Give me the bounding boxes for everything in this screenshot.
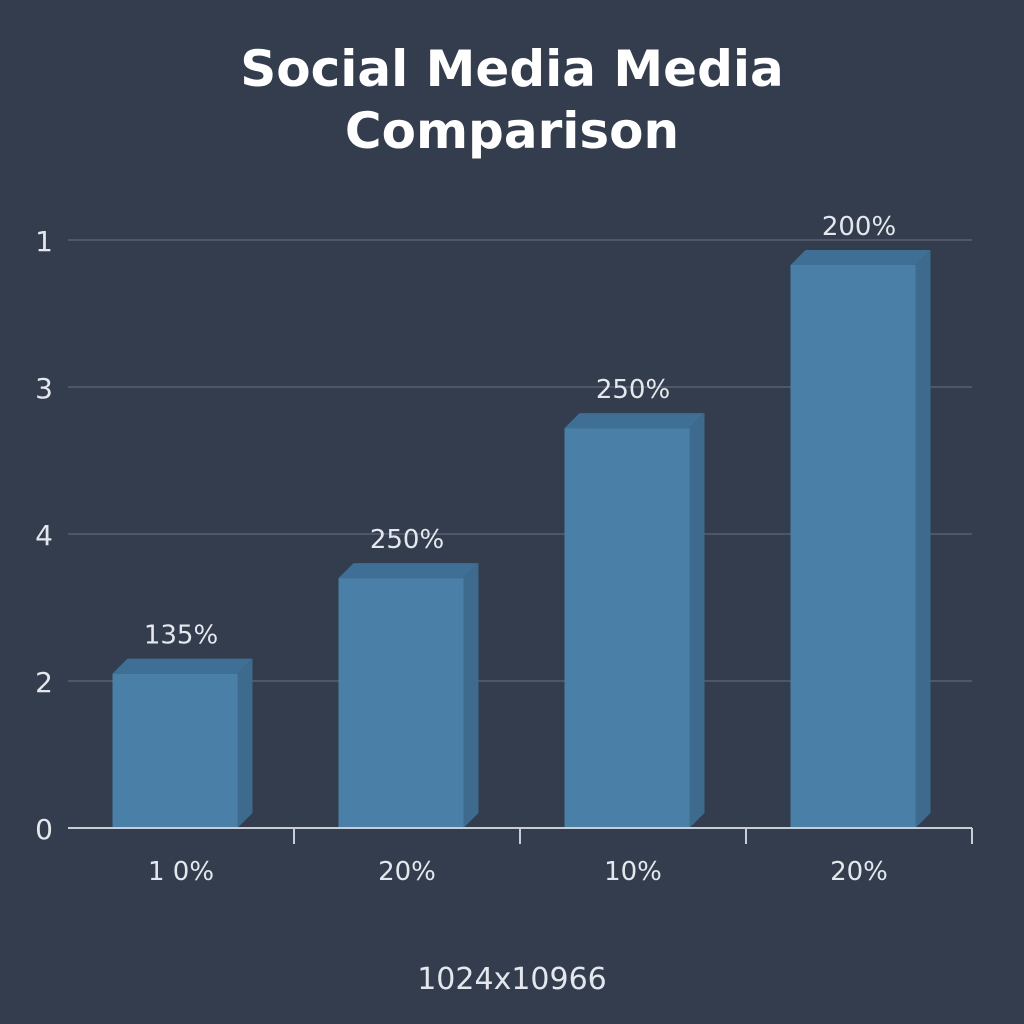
- footer-caption: 1024x10966: [417, 962, 607, 997]
- bar-top: [790, 249, 931, 265]
- bar: [338, 563, 479, 828]
- labels: 0 2 4 3 1 135% 1 0% 250% 20% 250% 10% 200% 20%: [35, 212, 896, 887]
- bar-front: [564, 428, 690, 828]
- data-label: 250%: [370, 525, 444, 555]
- x-tick-label: 1 0%: [148, 857, 214, 887]
- bar-top: [564, 413, 705, 429]
- bar-side: [915, 249, 931, 829]
- y-tick-label: 0: [35, 813, 53, 846]
- x-tick-label: 10%: [604, 857, 662, 887]
- bar-front: [338, 578, 464, 828]
- bar-front: [112, 673, 238, 828]
- bar-top: [112, 658, 253, 674]
- y-tick-label: 2: [35, 666, 53, 699]
- y-tick-label: 4: [35, 519, 53, 552]
- data-label: 200%: [822, 212, 896, 242]
- data-label: 135%: [144, 621, 218, 651]
- bar-side: [463, 563, 479, 828]
- y-tick-label: 3: [35, 372, 53, 405]
- bar-front: [790, 264, 916, 828]
- x-tick-label: 20%: [378, 857, 436, 887]
- bar: [564, 413, 705, 828]
- bar-side: [237, 658, 253, 828]
- x-tick-label: 20%: [830, 857, 888, 887]
- bar-series: [112, 249, 931, 829]
- bar-side: [689, 413, 705, 828]
- bar: [112, 658, 253, 828]
- y-tick-label: 1: [35, 225, 53, 258]
- bar-top: [338, 563, 479, 579]
- data-label: 250%: [596, 375, 670, 405]
- x-axis: [68, 827, 973, 844]
- bar: [790, 249, 931, 829]
- page-title: Social Media Media Comparison: [240, 40, 784, 160]
